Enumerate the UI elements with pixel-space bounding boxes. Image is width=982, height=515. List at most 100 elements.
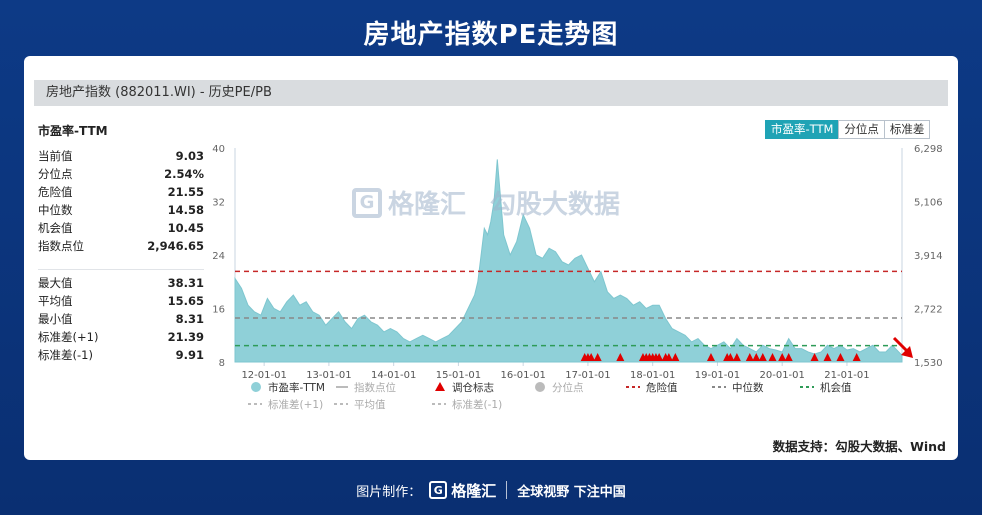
footer: 图片制作： G 格隆汇 全球视野 下注中国 (0, 476, 982, 504)
legend-label: 分位点 (552, 381, 584, 394)
adjust-marker (616, 353, 625, 361)
stat-row: 标准差(-1) 9.91 (38, 346, 204, 364)
x-tick-label: 15-01-01 (436, 370, 481, 381)
metric-toggle-button[interactable]: 分位点 (838, 120, 885, 139)
legend-marker (251, 382, 261, 392)
y-tick-left: 8 (219, 358, 225, 369)
adjust-marker (784, 353, 793, 361)
data-source: 数据支持：勾股大数据、Wind (772, 439, 946, 454)
stat-label: 指数点位 (38, 239, 84, 253)
stat-value: 38.31 (167, 276, 204, 290)
legend-label: 中位数 (732, 381, 764, 394)
y-tick-left: 32 (212, 198, 225, 209)
stats-panel: 市盈率-TTM 当前值 9.03 分位点 2.54% 危险值 21.55 中位数 14.58 机… (38, 122, 204, 364)
x-tick-label: 17-01-01 (565, 370, 610, 381)
stat-label: 最大值 (38, 276, 73, 290)
legend-label: 机会值 (820, 381, 852, 394)
y-tick-left: 24 (212, 251, 225, 262)
legend-label: 指数点位 (354, 381, 396, 394)
stats-group-current: 当前值 9.03 分位点 2.54% 危险值 21.55 中位数 14.58 机会值 10.45 指… (38, 147, 204, 255)
x-tick-label: 14-01-01 (371, 370, 416, 381)
stat-row: 标准差(+1) 21.39 (38, 328, 204, 346)
adjust-marker (852, 353, 861, 361)
adjust-marker (593, 353, 602, 361)
stats-divider (38, 269, 204, 270)
legend-label: 调仓标志 (452, 381, 494, 394)
metric-toggle-button[interactable]: 市盈率-TTM (765, 120, 840, 139)
stat-row: 分位点 2.54% (38, 165, 204, 183)
x-tick-label: 16-01-01 (500, 370, 545, 381)
footer-separator (506, 481, 508, 499)
stats-title: 市盈率-TTM (38, 124, 108, 138)
legend-label: 市盈率-TTM (268, 381, 325, 394)
metric-toggle-button[interactable]: 标准差 (883, 120, 931, 139)
stat-label: 标准差(+1) (38, 330, 99, 344)
stat-label: 当前值 (38, 149, 73, 163)
legend-marker (535, 382, 545, 392)
y-tick-right: 5,106 (914, 198, 943, 209)
stat-row: 中位数 14.58 (38, 201, 204, 219)
stat-value: 14.58 (167, 203, 204, 217)
stat-row: 平均值 15.65 (38, 292, 204, 310)
adjust-marker (778, 353, 787, 361)
stat-label: 中位数 (38, 203, 73, 217)
stat-value: 21.39 (167, 330, 204, 344)
adjust-marker (732, 353, 741, 361)
stat-value: 9.03 (175, 149, 204, 163)
y-tick-right: 1,530 (914, 358, 943, 369)
stat-label: 平均值 (38, 294, 73, 308)
y-tick-left: 16 (212, 305, 225, 316)
stats-group-history: 最大值 38.31 平均值 15.65 最小值 8.31 标准差(+1) 21.39 标准差(-… (38, 274, 204, 364)
page-title: 房地产指数PE走势图 (363, 20, 619, 50)
pe-chart: 40 32 24 16 8 6,298 5,106 3,914 2,722 1,530 12-01-… (212, 144, 943, 411)
x-tick-label: 19-01-01 (695, 370, 740, 381)
stat-row: 最小值 8.31 (38, 310, 204, 328)
stat-value: 8.31 (175, 312, 204, 326)
stat-label: 机会值 (38, 221, 73, 235)
stat-label: 分位点 (38, 167, 73, 181)
stat-row: 机会值 10.45 (38, 219, 204, 237)
stat-row: 最大值 38.31 (38, 274, 204, 292)
adjust-marker (836, 353, 845, 361)
footer-brand: 格隆汇 (451, 481, 497, 500)
x-tick-label: 20-01-01 (760, 370, 805, 381)
adjust-marker (810, 353, 819, 361)
y-tick-right: 6,298 (914, 144, 943, 155)
stat-value: 2.54% (164, 167, 204, 181)
adjust-marker (671, 353, 680, 361)
stat-value: 9.91 (175, 348, 204, 362)
adjust-marker (823, 353, 832, 361)
footer-slogan: 全球视野 下注中国 (517, 484, 626, 500)
legend-label: 危险值 (646, 381, 678, 394)
adjust-marker (768, 353, 777, 361)
watermark-logo-icon: G (352, 187, 382, 218)
current-arrow-head (901, 346, 913, 358)
x-tick-label: 18-01-01 (630, 370, 675, 381)
adjust-marker (587, 353, 596, 361)
stat-row: 当前值 9.03 (38, 147, 204, 165)
adjust-marker (655, 353, 664, 361)
stat-value: 21.55 (167, 185, 204, 199)
watermark-brand: 格隆汇 (388, 190, 467, 220)
legend-marker (435, 382, 445, 391)
legend-label: 标准差(+1) (268, 398, 323, 411)
pe-area-series (234, 159, 903, 363)
brand-logo-icon: G (429, 481, 448, 499)
footer-credit: 图片制作： (356, 484, 422, 500)
x-tick-label: 21-01-01 (824, 370, 869, 381)
stat-label: 最小值 (38, 312, 73, 326)
watermark: G 格隆汇 勾股大数据 (352, 184, 620, 221)
y-tick-right: 3,914 (914, 251, 943, 262)
stat-label: 标准差(-1) (38, 348, 93, 362)
stat-row: 指数点位 2,946.65 (38, 237, 204, 255)
stat-value: 15.65 (167, 294, 204, 308)
y-tick-right: 2,722 (914, 305, 943, 316)
adjust-marker (706, 353, 715, 361)
adjust-marker (745, 353, 754, 361)
stat-label: 危险值 (38, 185, 73, 199)
watermark-text: 勾股大数据 (490, 190, 621, 220)
panel-header: 房地产指数 (882011.WI) - 历史PE/PB (34, 80, 948, 106)
adjust-marker (758, 353, 767, 361)
legend-label: 标准差(-1) (452, 398, 502, 411)
x-tick-label: 13-01-01 (306, 370, 351, 381)
